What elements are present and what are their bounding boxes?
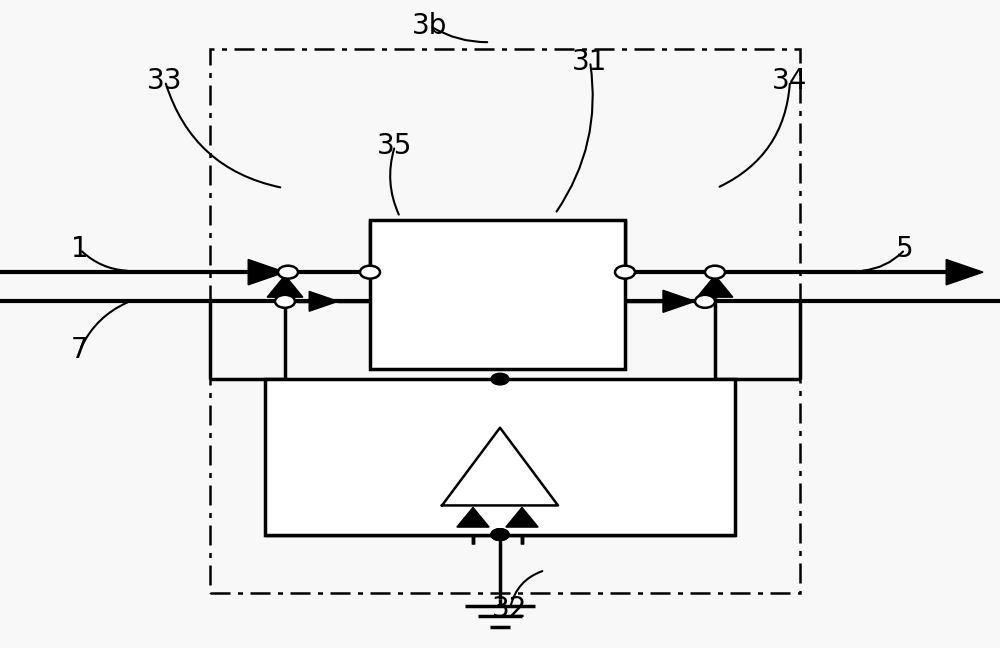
Text: 32: 32 bbox=[492, 595, 528, 623]
Bar bbox=[265, 379, 735, 535]
Circle shape bbox=[360, 266, 380, 279]
Text: 33: 33 bbox=[147, 67, 183, 95]
Text: 34: 34 bbox=[772, 67, 808, 95]
Circle shape bbox=[491, 529, 509, 540]
Polygon shape bbox=[697, 275, 733, 297]
Circle shape bbox=[705, 266, 725, 279]
Text: 31: 31 bbox=[572, 47, 608, 76]
Text: 35: 35 bbox=[377, 132, 413, 160]
Polygon shape bbox=[267, 275, 303, 297]
Text: 1: 1 bbox=[71, 235, 89, 264]
Circle shape bbox=[275, 295, 295, 308]
Text: 3b: 3b bbox=[412, 12, 448, 40]
Circle shape bbox=[615, 266, 635, 279]
Polygon shape bbox=[309, 292, 338, 311]
Circle shape bbox=[491, 529, 509, 540]
Polygon shape bbox=[663, 290, 695, 312]
Circle shape bbox=[491, 373, 509, 385]
Circle shape bbox=[695, 295, 715, 308]
Polygon shape bbox=[506, 507, 538, 527]
Circle shape bbox=[491, 529, 509, 540]
Polygon shape bbox=[457, 507, 489, 527]
Bar bbox=[370, 220, 625, 369]
Text: 5: 5 bbox=[896, 235, 914, 264]
Bar bbox=[210, 49, 800, 593]
Polygon shape bbox=[946, 259, 983, 285]
Polygon shape bbox=[248, 259, 285, 285]
Text: 7: 7 bbox=[71, 336, 89, 364]
Circle shape bbox=[278, 266, 298, 279]
